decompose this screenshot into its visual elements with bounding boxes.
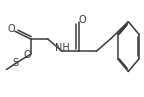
Text: O: O [8,24,15,34]
Text: O: O [24,50,32,60]
Text: NH: NH [55,43,70,53]
Text: O: O [79,15,87,25]
Text: S: S [13,58,19,68]
